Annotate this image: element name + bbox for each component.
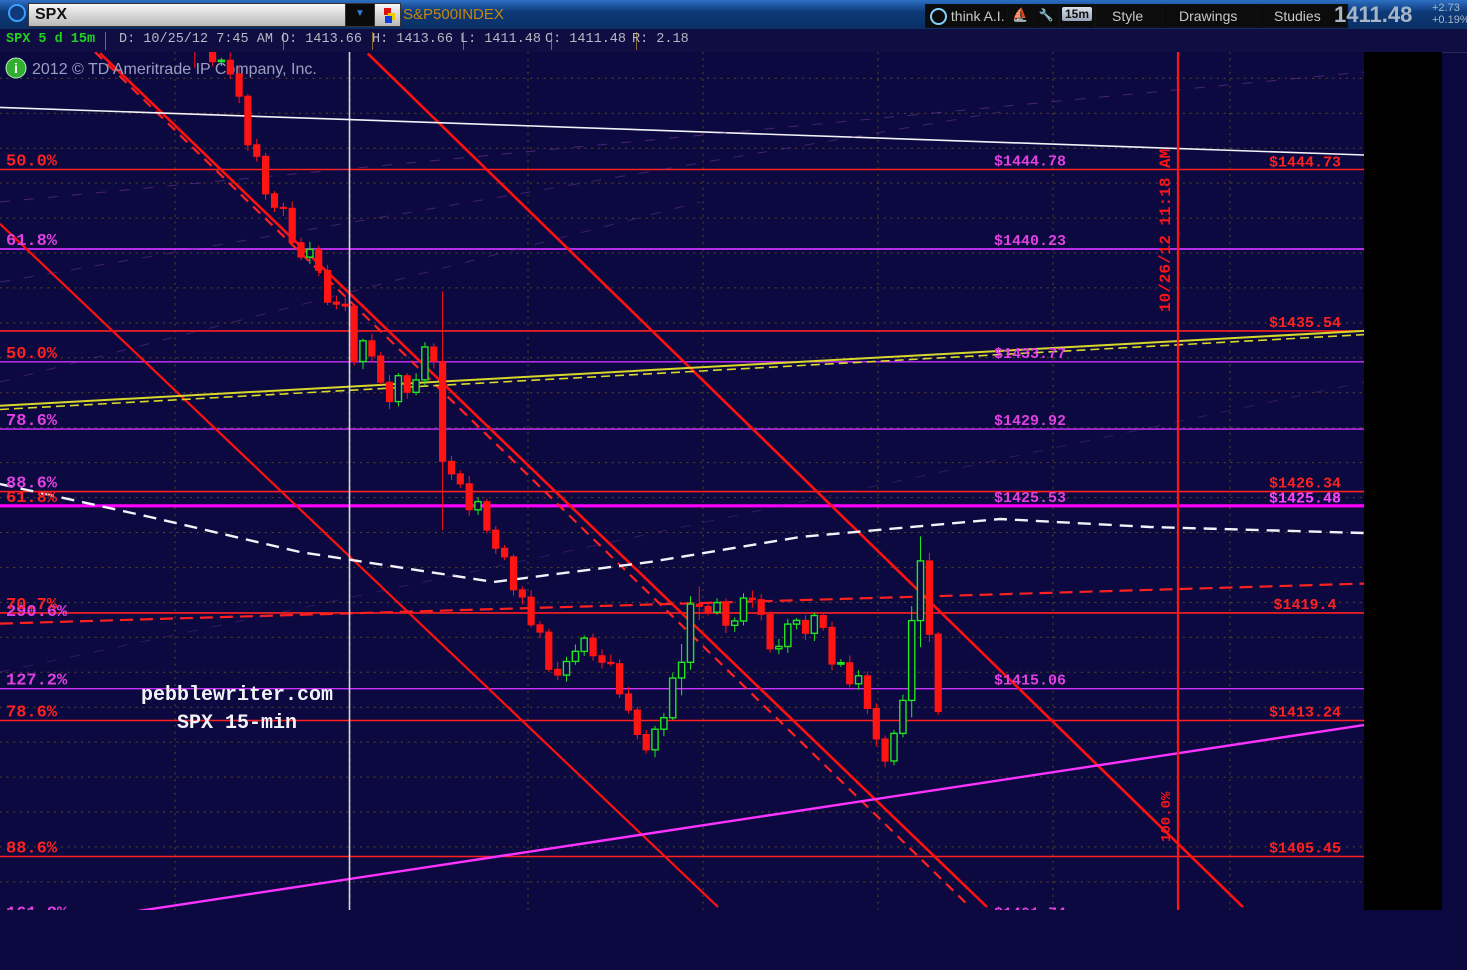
svg-text:$1444.73: $1444.73	[1269, 154, 1341, 171]
svg-text:50.0%: 50.0%	[6, 153, 58, 172]
svg-text:$1429.92: $1429.92	[994, 413, 1066, 430]
svg-text:$1444.78: $1444.78	[994, 154, 1066, 171]
svg-text:78.6%: 78.6%	[6, 704, 58, 723]
svg-text:78.6%: 78.6%	[6, 412, 58, 431]
svg-text:$1413.24: $1413.24	[1269, 705, 1341, 722]
svg-text:$1425.53: $1425.53	[994, 490, 1066, 507]
svg-text:61.8%: 61.8%	[6, 489, 58, 508]
svg-text:127.2%: 127.2%	[6, 672, 68, 691]
svg-text:2012 © TD Ameritrade IP Compan: 2012 © TD Ameritrade IP Company, Inc.	[32, 61, 317, 78]
svg-text:88.6%: 88.6%	[6, 840, 58, 859]
svg-text:50.0%: 50.0%	[6, 345, 58, 364]
svg-text:pebblewriter.com: pebblewriter.com	[141, 684, 333, 707]
svg-text:61.8%: 61.8%	[6, 232, 58, 251]
svg-text:100.0%: 100.0%	[1159, 791, 1175, 842]
svg-text:i: i	[14, 60, 18, 76]
svg-text:70.7%: 70.7%	[6, 596, 58, 615]
svg-text:$1415.06: $1415.06	[994, 673, 1066, 690]
svg-text:$1425.48: $1425.48	[1269, 491, 1341, 508]
svg-text:$1440.23: $1440.23	[994, 233, 1066, 250]
svg-text:161.8%: 161.8%	[6, 904, 68, 910]
svg-text:$1435.54: $1435.54	[1269, 315, 1341, 332]
svg-text:$1433.77: $1433.77	[994, 346, 1066, 363]
svg-text:SPX 15-min: SPX 15-min	[177, 712, 297, 735]
svg-text:$1401.74: $1401.74	[994, 905, 1066, 910]
svg-text:10/26/12 11:18 AM: 10/26/12 11:18 AM	[1157, 149, 1175, 312]
svg-text:$1419.4: $1419.4	[1273, 597, 1336, 614]
svg-text:$1405.45: $1405.45	[1269, 841, 1341, 858]
